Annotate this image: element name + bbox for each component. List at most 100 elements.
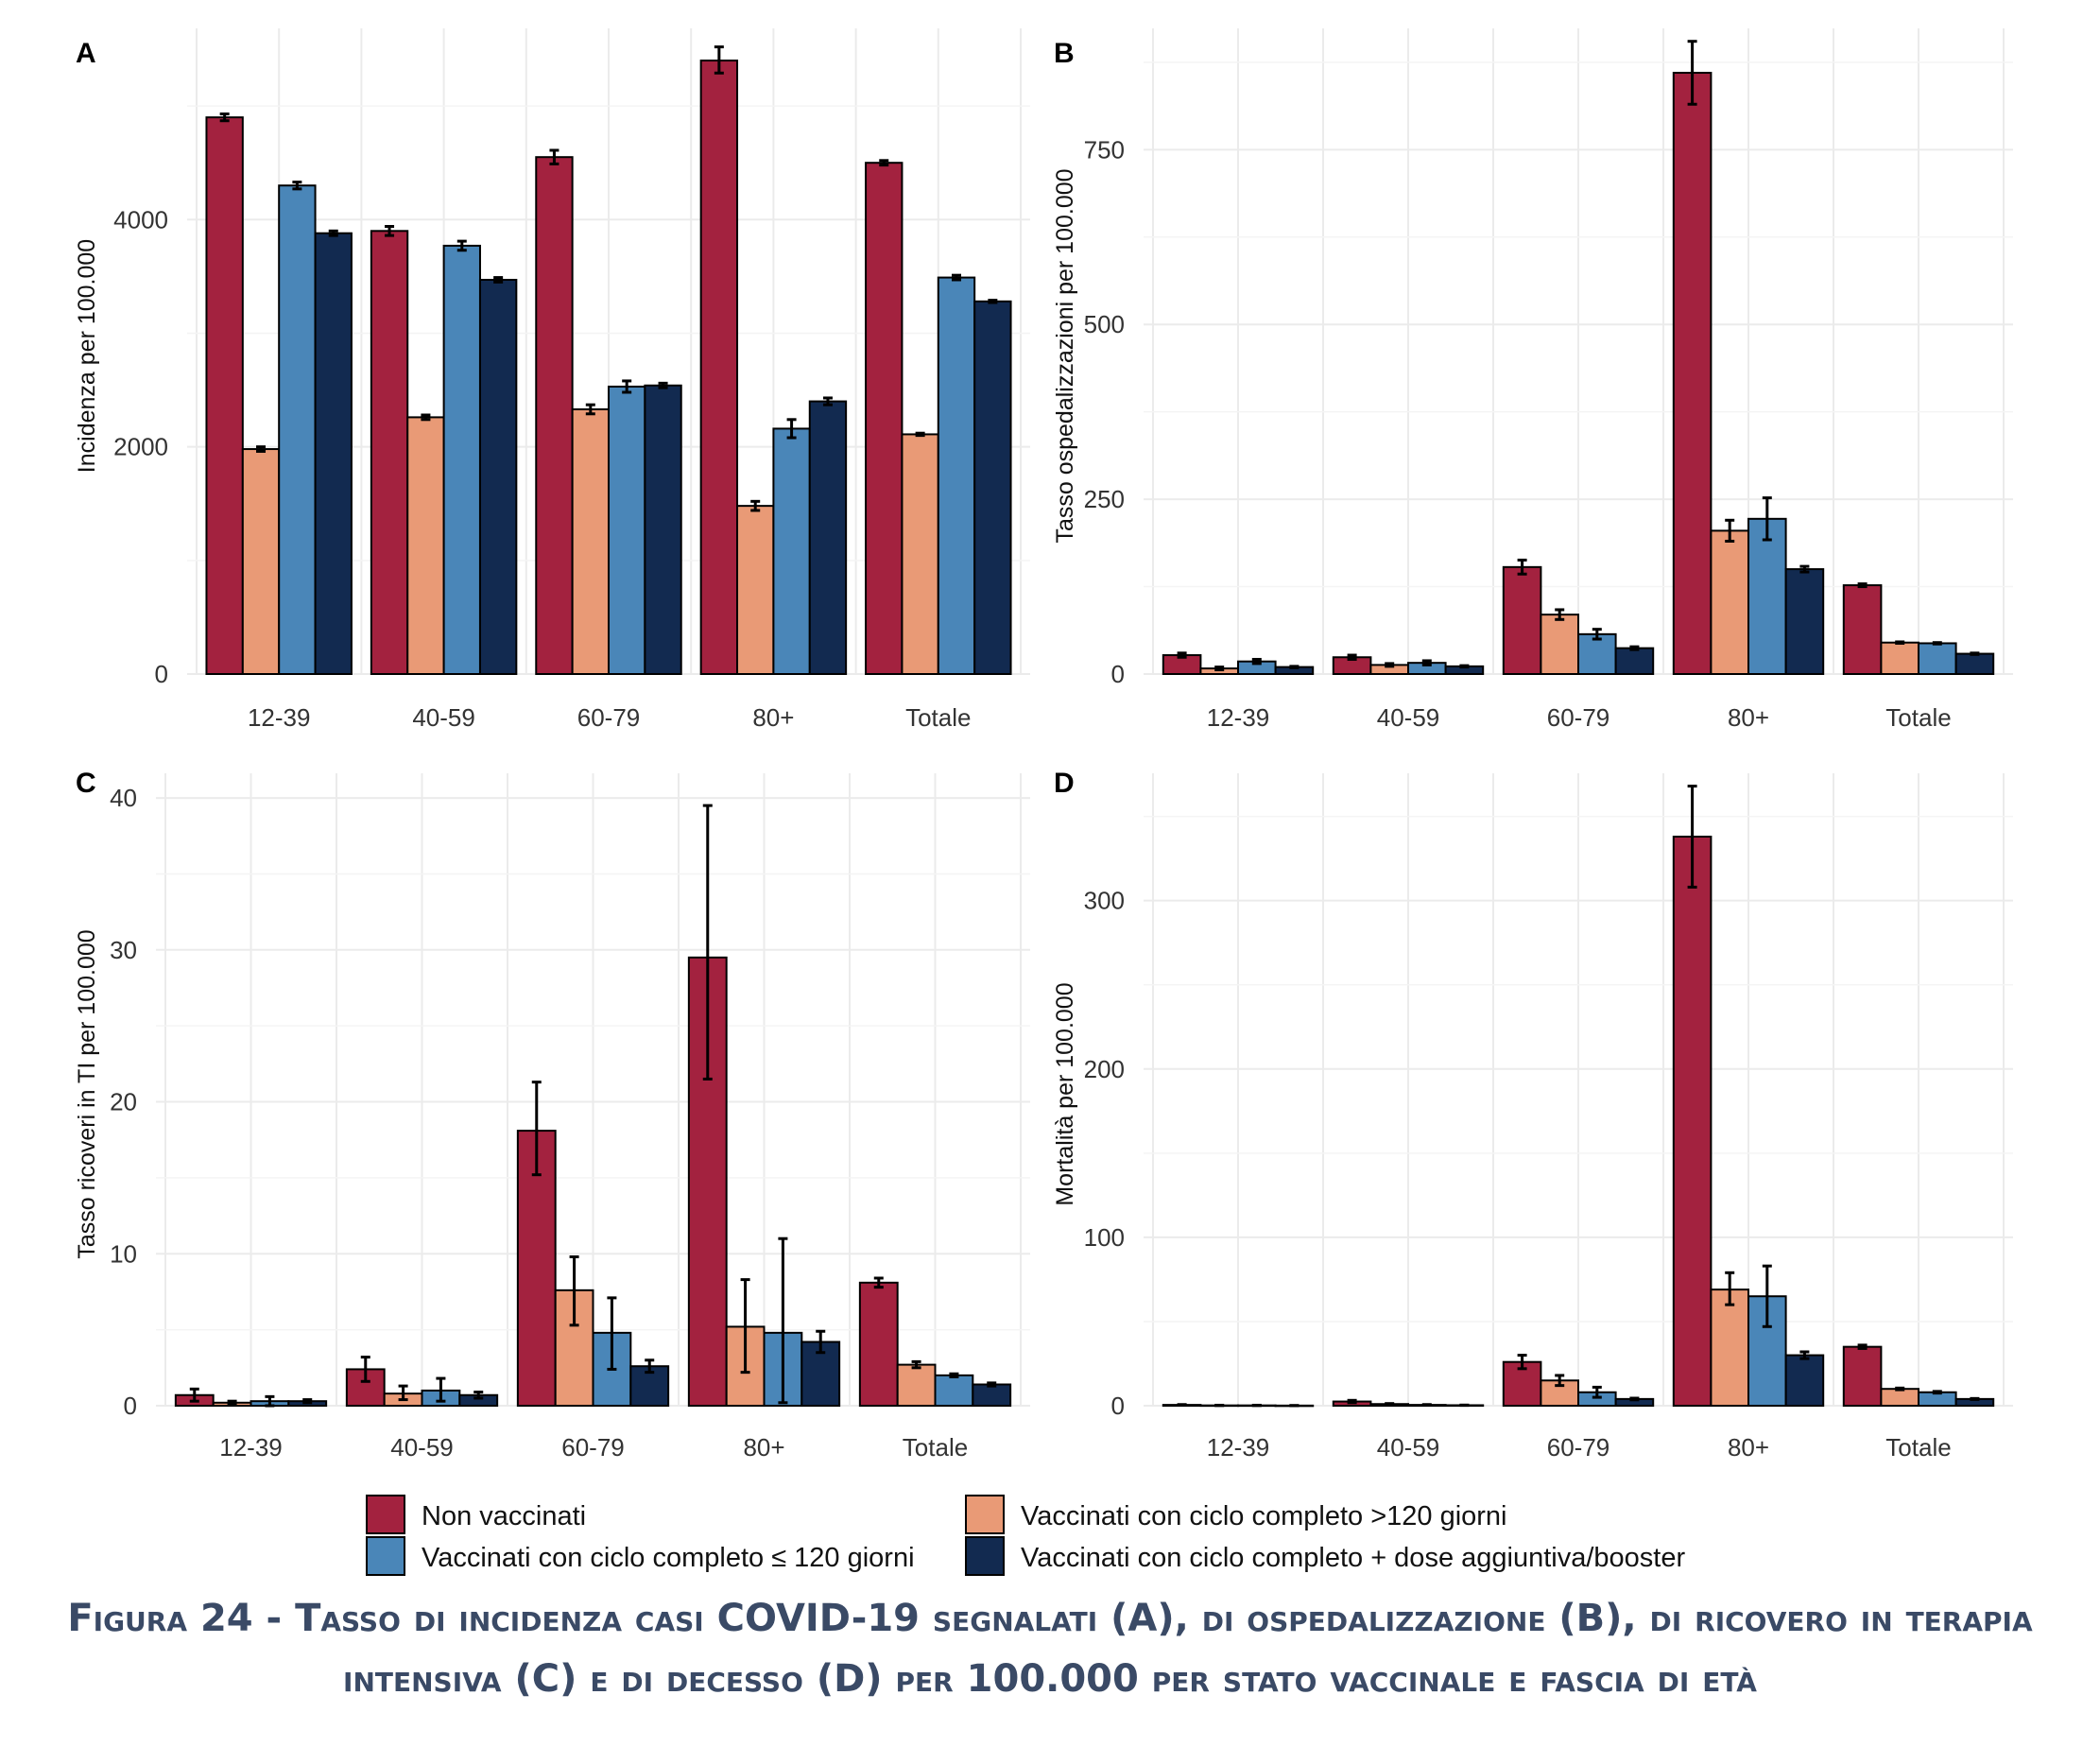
x-tick-label: Totale — [1885, 703, 1951, 732]
legend-item-non-vaccinati: Non vaccinati — [366, 1495, 586, 1534]
error-bar — [1762, 1264, 1772, 1328]
bar-non-vaccinati — [1672, 835, 1713, 1407]
bar-ciclo-gt120 — [1540, 614, 1580, 676]
y-tick-label: 4000 — [113, 205, 168, 234]
error-bar — [1762, 496, 1772, 542]
x-tick-label: 80+ — [752, 703, 794, 732]
y-tick-label: 2000 — [113, 433, 168, 461]
error-bar — [473, 1391, 484, 1400]
error-bar — [816, 1329, 826, 1355]
x-tick-label: 60-79 — [577, 703, 641, 732]
bar-ciclo-le120 — [934, 1374, 974, 1407]
error-bar — [1347, 1398, 1357, 1405]
panel-tag: D — [1054, 768, 1075, 799]
bar-ciclo-gt120 — [1880, 641, 1920, 676]
bar-non-vaccinati — [1842, 584, 1883, 675]
error-bar — [219, 112, 230, 123]
error-bar — [256, 445, 267, 453]
x-tick-label: 40-59 — [390, 1433, 454, 1462]
error-bar — [585, 403, 595, 416]
error-bar — [549, 148, 559, 165]
bar-booster — [1784, 1354, 1825, 1408]
legend-swatch — [366, 1495, 405, 1534]
error-bar — [398, 1384, 408, 1402]
legend-swatch — [366, 1536, 405, 1576]
error-bar — [786, 418, 797, 440]
x-tick-label: 12-39 — [1207, 703, 1270, 732]
error-bar — [1555, 1374, 1565, 1388]
y-tick-label: 40 — [110, 784, 137, 812]
y-axis-title: Incidenza per 100.000 — [74, 239, 100, 473]
error-bar — [1970, 1396, 1980, 1401]
error-bar — [302, 1398, 313, 1405]
x-tick-label: 40-59 — [1377, 703, 1440, 732]
bar-ciclo-le120 — [608, 385, 646, 675]
panel-tag: B — [1054, 38, 1075, 69]
error-bar — [1932, 641, 1942, 646]
panel-tag: C — [76, 768, 96, 799]
bar-non-vaccinati — [1842, 1345, 1883, 1407]
error-bar — [1895, 1386, 1905, 1392]
error-bar — [1857, 582, 1868, 589]
error-bar — [265, 1394, 275, 1408]
legend-label: Vaccinati con ciclo completo ≤ 120 giorn… — [422, 1543, 915, 1573]
bar-ciclo-le120 — [772, 427, 811, 675]
x-tick-label: 80+ — [743, 1433, 784, 1462]
bar-non-vaccinati — [370, 230, 409, 676]
error-bar — [714, 45, 724, 75]
error-bar — [421, 413, 431, 422]
y-tick-label: 100 — [1084, 1223, 1125, 1252]
error-bar — [1214, 666, 1225, 672]
x-tick-label: 60-79 — [1547, 1433, 1610, 1462]
y-tick-label: 0 — [155, 660, 168, 688]
x-tick-label: 12-39 — [219, 1433, 283, 1462]
y-tick-label: 20 — [110, 1088, 137, 1116]
error-bar — [915, 431, 925, 438]
legend-label: Vaccinati con ciclo completo >120 giorni — [1021, 1501, 1507, 1531]
error-bar — [987, 1381, 997, 1388]
error-bar — [1592, 1385, 1602, 1399]
error-bar — [1725, 518, 1735, 543]
x-tick-label: 40-59 — [412, 703, 475, 732]
bar-booster — [1784, 568, 1825, 675]
error-bar — [750, 499, 761, 512]
x-tick-label: Totale — [1885, 1433, 1951, 1462]
error-bar — [328, 229, 338, 237]
bar-ciclo-gt120 — [571, 407, 611, 675]
panel-c: 0 10 20 30 40 12-39 40-59 60-79 80+ Totale Tasso r… — [74, 768, 1030, 1462]
x-tick-label: 80+ — [1728, 1433, 1769, 1462]
error-bar — [1687, 785, 1697, 889]
panel-a: 0 2000 4000 12-39 40-59 60-79 80+ Totale Inciden… — [74, 28, 1030, 732]
error-bar — [1799, 564, 1810, 574]
bar-ciclo-gt120 — [406, 416, 445, 675]
error-bar — [778, 1237, 788, 1405]
error-bar — [873, 1276, 884, 1289]
y-tick-label: 200 — [1084, 1055, 1125, 1083]
legend-item-booster: Vaccinati con ciclo completo + dose aggi… — [965, 1536, 1685, 1576]
x-tick-label: Totale — [903, 1433, 968, 1462]
error-bar — [456, 239, 467, 252]
error-bar — [607, 1296, 617, 1371]
error-bar — [1857, 1343, 1868, 1350]
panel-tag: A — [76, 38, 96, 69]
x-tick-label: 12-39 — [248, 703, 311, 732]
y-axis-title: Tasso ricoveri in TI per 100.000 — [74, 929, 100, 1258]
bar-ciclo-le120 — [442, 244, 481, 675]
error-bar — [1251, 657, 1262, 666]
y-axis-title: Mortalità per 100.000 — [1052, 982, 1078, 1205]
error-bar — [1421, 1403, 1432, 1407]
error-bar — [1555, 608, 1565, 621]
panel-d: 0 100 200 300 12-39 40-59 60-79 80+ Totale Mortal… — [1052, 768, 2013, 1462]
bar-booster — [1614, 647, 1655, 676]
y-tick-label: 250 — [1084, 485, 1125, 513]
error-bar — [385, 224, 395, 237]
bar-ciclo-gt120 — [1710, 529, 1750, 676]
error-bar — [1289, 665, 1300, 669]
error-bar — [622, 379, 632, 394]
bar-ciclo-gt120 — [896, 1363, 937, 1407]
bar-booster — [478, 278, 518, 675]
error-bar — [1177, 1403, 1187, 1407]
y-tick-label: 0 — [1111, 1392, 1125, 1420]
x-tick-label: 60-79 — [1547, 703, 1610, 732]
